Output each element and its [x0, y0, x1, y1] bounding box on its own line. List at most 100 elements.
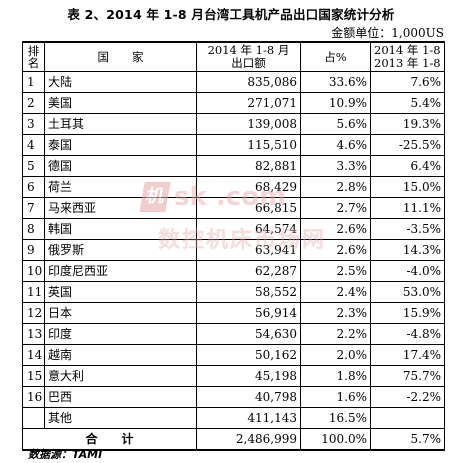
table-row: 其他 411,143 16.5%: [22, 407, 445, 429]
table-title: 表 2、2014 年 1-8 月台湾工具机产品出口国家统计分析: [67, 7, 395, 22]
share-cell: 3.3%: [300, 155, 371, 177]
share-cell: 2.3%: [300, 302, 371, 324]
table-row: 4 泰国 115,510 4.6% -25.5%: [22, 134, 445, 156]
export-cell: 64,574: [196, 218, 301, 240]
share-cell: 2.4%: [300, 281, 371, 303]
rank-cell: 12: [22, 302, 45, 324]
table-row: 11 英国 58,552 2.4% 53.0%: [22, 281, 445, 303]
rank-cell: 5: [22, 155, 45, 177]
export-statistics-table: 排名 国 家 2014 年 1-8 月 出口额 占% 2014 年 1-8 月/…: [22, 41, 445, 451]
share-cell: 2.0%: [300, 344, 371, 366]
rank-cell: 14: [22, 344, 45, 366]
unit-note: 金额单位：1,000US: [331, 26, 444, 40]
export-cell: 50,162: [196, 344, 301, 366]
growth-cell: 75.7%: [370, 365, 445, 387]
country-cell: 英国: [44, 281, 197, 303]
country-cell: 越南: [44, 344, 197, 366]
country-cell: 美国: [44, 92, 197, 114]
rank-cell: 11: [22, 281, 45, 303]
share-cell: 2.6%: [300, 218, 371, 240]
rank-cell: 8: [22, 218, 45, 240]
share-cell: 2.5%: [300, 260, 371, 282]
table-row: 13 印度 54,630 2.2% -4.8%: [22, 323, 445, 345]
total-row: 合 计 2,486,999 100.0% 5.7%: [22, 428, 445, 451]
country-cell: 马来西亚: [44, 197, 197, 219]
header-row: 排名 国 家 2014 年 1-8 月 出口额 占% 2014 年 1-8 月/…: [22, 41, 445, 72]
export-cell: 56,914: [196, 302, 301, 324]
share-cell: 16.5%: [300, 407, 371, 429]
rank-cell: 13: [22, 323, 45, 345]
header-export-line1: 2014 年 1-8 月: [207, 43, 290, 57]
country-cell: 德国: [44, 155, 197, 177]
table-row: 1 大陆 835,086 33.6% 7.6%: [22, 71, 445, 93]
growth-cell: 19.3%: [370, 113, 445, 135]
table-row: 7 马来西亚 66,815 2.7% 11.1%: [22, 197, 445, 219]
growth-cell: 7.6%: [370, 71, 445, 93]
rank-cell: 2: [22, 92, 45, 114]
country-cell: 泰国: [44, 134, 197, 156]
header-growth: 2014 年 1-8 月/ 2013 年 1-8 月: [370, 41, 445, 72]
table-row: 8 韩国 64,574 2.6% -3.5%: [22, 218, 445, 240]
table-row: 16 巴西 40,798 1.6% -2.2%: [22, 386, 445, 408]
table-row: 3 土耳其 139,008 5.6% 19.3%: [22, 113, 445, 135]
country-cell: 俄罗斯: [44, 239, 197, 261]
growth-cell: 14.3%: [370, 239, 445, 261]
country-cell: 印度: [44, 323, 197, 345]
rank-cell: 15: [22, 365, 45, 387]
share-cell: 2.6%: [300, 239, 371, 261]
rank-cell: 3: [22, 113, 45, 135]
rank-cell: 1: [22, 71, 45, 93]
total-label: 合 计: [22, 428, 197, 451]
rank-cell: 9: [22, 239, 45, 261]
growth-cell: -4.0%: [370, 260, 445, 282]
country-cell: 大陆: [44, 71, 197, 93]
total-share: 100.0%: [300, 428, 371, 451]
export-cell: 40,798: [196, 386, 301, 408]
export-cell: 271,071: [196, 92, 301, 114]
growth-cell: 53.0%: [370, 281, 445, 303]
share-cell: 2.2%: [300, 323, 371, 345]
total-growth: 5.7%: [370, 428, 445, 451]
export-cell: 62,287: [196, 260, 301, 282]
table-row: 6 荷兰 68,429 2.8% 15.0%: [22, 176, 445, 198]
rank-cell: [22, 407, 45, 429]
growth-cell: 15.0%: [370, 176, 445, 198]
table-row: 10 印度尼西亚 62,287 2.5% -4.0%: [22, 260, 445, 282]
export-cell: 115,510: [196, 134, 301, 156]
share-cell: 33.6%: [300, 71, 371, 93]
export-cell: 66,815: [196, 197, 301, 219]
table-row: 12 日本 56,914 2.3% 15.9%: [22, 302, 445, 324]
table-row: 5 德国 82,881 3.3% 6.4%: [22, 155, 445, 177]
growth-cell: -4.8%: [370, 323, 445, 345]
header-export-line2: 出口额: [231, 56, 266, 70]
export-cell: 139,008: [196, 113, 301, 135]
growth-cell: 6.4%: [370, 155, 445, 177]
export-cell: 45,198: [196, 365, 301, 387]
country-cell: 荷兰: [44, 176, 197, 198]
country-cell: 意大利: [44, 365, 197, 387]
header-growth-line1: 2014 年 1-8 月/: [374, 43, 444, 57]
header-share: 占%: [300, 41, 371, 72]
table-row: 2 美国 271,071 10.9% 5.4%: [22, 92, 445, 114]
share-cell: 1.8%: [300, 365, 371, 387]
country-cell: 土耳其: [44, 113, 197, 135]
rank-cell: 7: [22, 197, 45, 219]
export-cell: 63,941: [196, 239, 301, 261]
table-row: 14 越南 50,162 2.0% 17.4%: [22, 344, 445, 366]
share-cell: 5.6%: [300, 113, 371, 135]
rank-cell: 10: [22, 260, 45, 282]
rank-cell: 4: [22, 134, 45, 156]
share-cell: 2.7%: [300, 197, 371, 219]
growth-cell: 15.9%: [370, 302, 445, 324]
header-country: 国 家: [44, 41, 197, 72]
growth-cell: 11.1%: [370, 197, 445, 219]
export-cell: 58,552: [196, 281, 301, 303]
growth-cell: [370, 407, 445, 429]
share-cell: 4.6%: [300, 134, 371, 156]
table-row: 9 俄罗斯 63,941 2.6% 14.3%: [22, 239, 445, 261]
growth-cell: -3.5%: [370, 218, 445, 240]
rank-cell: 6: [22, 176, 45, 198]
data-source: 数据源：TAMI: [28, 448, 103, 461]
header-export: 2014 年 1-8 月 出口额: [196, 41, 301, 72]
total-export: 2,486,999: [196, 428, 301, 451]
